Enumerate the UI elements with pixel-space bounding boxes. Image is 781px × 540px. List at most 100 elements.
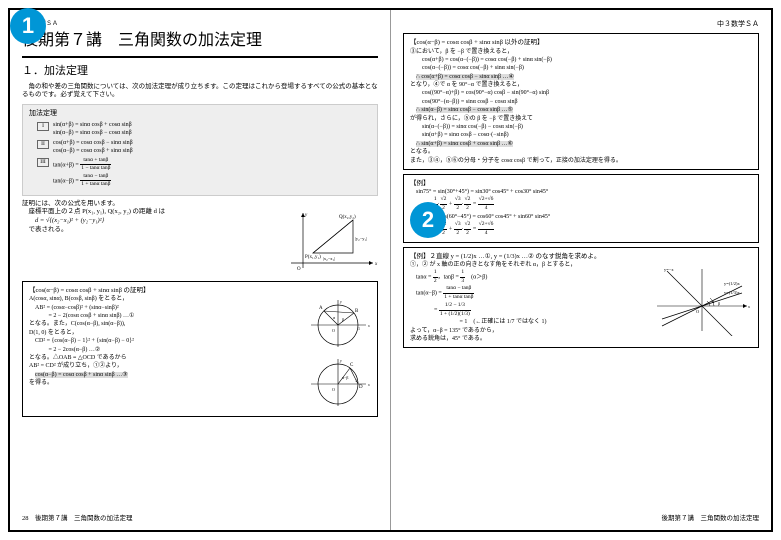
svg-text:A: A <box>319 306 323 311</box>
lecture-title: 後期第７講 三角関数の加法定理 <box>22 30 378 52</box>
right-proof-header: 【cos(α−β) = cosα cosβ + sinα sinβ 以外の証明】 <box>410 38 752 47</box>
svg-text:x: x <box>374 262 378 267</box>
theorem-list: I sin(α+β) = sinα cosβ + cosα sinβ sin(α… <box>37 121 371 189</box>
section-heading: １．加法定理 <box>22 64 378 79</box>
proof-line: cos(α−β) = cosα cosβ + sinα sinβ …③ <box>35 371 298 379</box>
svg-text:Q(x₂,y₂): Q(x₂,y₂) <box>339 215 356 220</box>
theorem-row: II cos(α+β) = cosα cosβ − sinα sinβ cos(… <box>37 139 371 155</box>
svg-text:β: β <box>718 301 720 306</box>
distance-line: 座標平面上の２点 P(x₁, y₁), Q(x₂, y₂) の距離 d は <box>22 208 275 217</box>
svg-text:y=−x: y=−x <box>664 267 674 272</box>
document-spread: 中３数学ＳＡ 後期第７講 三角関数の加法定理 １．加法定理 角の和や差の三角関数… <box>8 8 773 532</box>
proof-intro: 証明には、次の公式を用います。 <box>22 200 378 209</box>
distance-diagram: O x y Q(x₂,y₂) P(x₁,y₁) |x₂−x₁| |y₂−y₁| <box>283 208 378 277</box>
proof-box-header: 【cos(α−β) = cosα cosβ + sinα sinβ の証明】 <box>29 286 371 295</box>
svg-text:O: O <box>297 267 301 272</box>
proof-line: A(cosα, sinα), B(cosβ, sinβ) をとると， <box>29 295 298 303</box>
svg-text:O: O <box>696 309 700 314</box>
svg-text:|y₂−y₁|: |y₂−y₁| <box>355 236 367 241</box>
right-proof-line: ∴ sin(α+β) = sinα cosβ + cosα sinβ …⑥ <box>416 140 752 148</box>
theorem-row: III tan(α+β) = tanα + tanβ1 − tanα tanβ … <box>37 157 371 189</box>
svg-text:D: D <box>359 385 363 390</box>
proof-line: を得る。 <box>29 379 298 387</box>
svg-text:C: C <box>350 363 354 368</box>
proof-line: CD² = {cos(α−β) − 1}² + {sin(α−β) − 0}² <box>35 337 298 345</box>
distance-formula: d = √{(x₂−x₁)² + (y₂−y₁)²} <box>35 217 275 226</box>
example1-line: = 12·√22 + √32·√22 = √2+√64 <box>428 196 752 212</box>
proof-line: となる。また，C(cos(α−β), sin(α−β)), <box>29 320 298 328</box>
svg-text:y=(1/3)x: y=(1/3)x <box>724 290 741 295</box>
page-footer-left: 28 後期第７講 三角関数の加法定理 <box>22 515 133 524</box>
intro-paragraph: 角の和や差の三角関数については、次の加法定理が成り立ちます。この定理はこれから登… <box>22 83 378 101</box>
page-left: 中３数学ＳＡ 後期第７講 三角関数の加法定理 １．加法定理 角の和や差の三角関数… <box>10 10 391 530</box>
example1-box: 【例】 sin75° = sin(30°+45°) = sin30° cos45… <box>403 174 759 243</box>
svg-text:P(x₁,y₁): P(x₁,y₁) <box>305 255 321 260</box>
formula-line: sin(α+β) = sinα cosβ + cosα sinβ <box>53 121 371 129</box>
page-right: 中３数学ＳＡ 【cos(α−β) = cosα cosβ + sinα sinβ… <box>391 10 771 530</box>
header-course-code-right: 中３数学ＳＡ <box>403 20 759 29</box>
svg-text:x: x <box>747 304 750 309</box>
example2-line: tanα = 12，tanβ = 13 (α＞β) <box>416 269 644 285</box>
proof-box-text: A(cosα, sinα), B(cosβ, sinβ) をとると， AB² =… <box>29 295 298 412</box>
theorem-row: I sin(α+β) = sinα cosβ + cosα sinβ sin(α… <box>37 121 371 137</box>
formula-line: tan(α+β) = tanα + tanβ1 − tanα tanβ <box>53 157 371 173</box>
svg-text:O: O <box>332 328 335 333</box>
distance-text: 座標平面上の２点 P(x₁, y₁), Q(x₂, y₂) の距離 d は d … <box>22 208 275 277</box>
unit-circle-AB: A B O 1 x y β α <box>306 295 371 350</box>
right-proof-line: sin(α+β) = sinα cosβ − cosα·(−sinβ) <box>416 131 752 139</box>
example2-line: tan(α−β) = tanα − tanβ1 + tanα tanβ <box>416 285 644 301</box>
svg-text:x: x <box>367 323 370 328</box>
svg-text:α−β: α−β <box>342 375 348 380</box>
example2-line: = 1/2 − 1/31 + (1/2)(1/3) <box>434 302 644 318</box>
proof-line: = 2 − 2(cosα cosβ + sinα sinβ) …① <box>35 312 298 320</box>
unit-circle-CD: C D O 1 x y α−β <box>306 354 371 409</box>
right-proof-box: 【cos(α−β) = cosα cosβ + sinα sinβ 以外の証明】… <box>403 33 759 170</box>
title-rule <box>22 56 378 58</box>
svg-text:y: y <box>339 358 342 363</box>
badge-1: 1 <box>10 8 46 44</box>
example2-line: = 1 (←正確には 1/7 ではなく 1) <box>434 318 644 326</box>
right-proof-line: cos(α+β) = cos(α−(−β)) = cosα cos(−β) + … <box>416 56 752 64</box>
example2-line: ①，② が x 軸の正の向きとなす角をそれぞれ α，β とすると， <box>410 261 644 269</box>
svg-text:α: α <box>333 315 335 320</box>
formula-line: cos(α−β) = cosα cosβ + sinα sinβ <box>53 147 371 155</box>
formula-line: tan(α−β) = tanα − tanβ1 + tanα tanβ <box>53 173 371 189</box>
right-proof-line: となる。 <box>410 148 752 156</box>
theorem-body: sin(α+β) = sinα cosβ + cosα sinβ sin(α−β… <box>53 121 371 137</box>
right-proof-line: となり，④で α を 90°−α で置き換えると， <box>410 81 752 89</box>
example1-line: cos15° = cos(60°−45°) = cos60° cos45° + … <box>416 213 752 221</box>
right-proof-line: が得られ，さらに，⑤の β を −β で置き換えて <box>410 115 752 123</box>
example2-line: 求める鋭角は，45° である。 <box>410 335 644 343</box>
proof-line: となる。△OAB ≡ △OCD であるから <box>29 354 298 362</box>
svg-text:α: α <box>712 299 714 304</box>
example2-box: 【例】２直線 y = (1/2)x …①, y = (1/3)x …② のなす鋭… <box>403 247 759 349</box>
svg-text:y: y <box>304 213 308 218</box>
svg-text:B: B <box>355 309 359 314</box>
svg-text:β: β <box>342 317 344 322</box>
theorem-num: III <box>37 158 49 167</box>
proof-box: 【cos(α−β) = cosα cosβ + sinα sinβ の証明】 A… <box>22 281 378 417</box>
example1-line: = 12·√22 + √32·√22 = √2+√64 <box>428 221 752 237</box>
example2-text: ①，② が x 軸の正の向きとなす角をそれぞれ α，β とすると， tanα =… <box>410 261 644 344</box>
right-proof-line: また，③④，⑤⑥の分母・分子を cosα cosβ で割って，正接の加法定理を得… <box>410 157 752 165</box>
right-proof-line: cos(α−(−β)) = cosα cos(−β) + sinα sin(−β… <box>416 64 752 72</box>
badge-2: 2 <box>410 202 446 238</box>
svg-text:|x₂−x₁|: |x₂−x₁| <box>323 256 335 261</box>
right-proof-line: cos(90°−(α−β)) = sinα cosβ − cosα sinβ <box>416 98 752 106</box>
svg-text:1: 1 <box>355 378 357 383</box>
lines-diagram: O x α β y=(1/2)x y=(1/3)x y=−x <box>652 261 752 344</box>
right-proof-line: ③において，β を −β で置き換えると， <box>410 48 752 56</box>
svg-text:O: O <box>332 387 335 392</box>
right-proof-line: sin(α−(−β)) = sinα cos(−β) − cosα sin(−β… <box>416 123 752 131</box>
proof-line: = 2 − 2cos(α−β) …② <box>35 346 298 354</box>
formula-line: sin(α−β) = sinα cosβ − cosα sinβ <box>53 129 371 137</box>
theorem-box: 加法定理 I sin(α+β) = sinα cosβ + cosα sinβ … <box>22 104 378 196</box>
svg-text:1: 1 <box>358 326 360 331</box>
theorem-body: cos(α+β) = cosα cosβ − sinα sinβ cos(α−β… <box>53 139 371 155</box>
theorem-num: II <box>37 140 49 149</box>
proof-line: AB² = CD² が成り立ち，①②より， <box>29 362 298 370</box>
proof-line: D(1, 0) をとると， <box>29 329 298 337</box>
page-footer-right: 後期第７講 三角関数の加法定理 <box>662 515 760 524</box>
example1-header: 【例】 <box>410 179 752 188</box>
theorem-body: tan(α+β) = tanα + tanβ1 − tanα tanβ tan(… <box>53 157 371 189</box>
